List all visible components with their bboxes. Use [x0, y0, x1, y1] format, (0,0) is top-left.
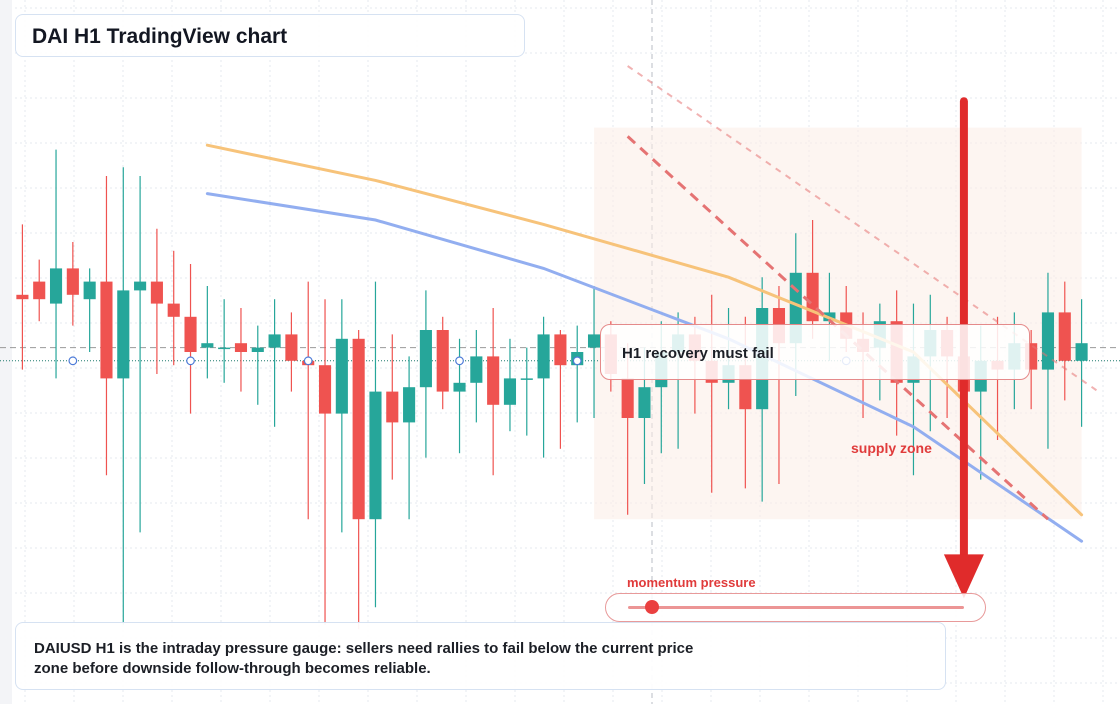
candle-body [150, 281, 163, 304]
supply-zone-area [594, 127, 1082, 520]
event-marker [68, 356, 78, 366]
candle-body [520, 378, 533, 380]
candle-body [403, 387, 416, 423]
note-panel: H1 recovery must fail [600, 324, 1030, 380]
candle-body [369, 391, 382, 520]
chart-title: DAI H1 TradingView chart [32, 25, 288, 48]
candle-body [218, 347, 231, 350]
supply-zone-shading [594, 127, 1082, 520]
candle-body [554, 334, 567, 366]
candle-body [201, 343, 214, 348]
momentum-gauge-label: momentum pressure [627, 575, 756, 590]
gauge-track [628, 606, 964, 609]
supply-zone-label: supply zone [851, 440, 932, 456]
candle-body [285, 334, 298, 361]
candle-body [587, 334, 601, 348]
candle-body [419, 330, 432, 388]
candle-body [117, 290, 130, 379]
trendlines [626, 65, 1099, 521]
candle-body [638, 387, 651, 418]
gauge-knob[interactable] [644, 600, 659, 614]
trendline-lower [626, 135, 1049, 521]
event-marker [572, 356, 582, 366]
candle-body [167, 303, 180, 317]
candle-body [49, 268, 63, 304]
momentum-gauge[interactable] [605, 593, 986, 622]
candle-body [268, 334, 281, 348]
candle-body [83, 281, 96, 300]
candle-body [537, 334, 550, 379]
arrow-head [943, 554, 984, 599]
candle-body [234, 343, 248, 352]
event-markers [68, 356, 851, 366]
event-marker [455, 356, 464, 366]
candle-body [487, 356, 500, 405]
candle-body [66, 268, 79, 295]
candle-body [1075, 343, 1088, 361]
candle-body [335, 338, 348, 414]
caption-panel: DAIUSD H1 is the intraday pressure gauge… [15, 622, 946, 690]
candle-body [251, 347, 264, 352]
candle-body [318, 365, 332, 414]
title-panel: DAI H1 TradingView chart [15, 14, 525, 57]
candle-body [453, 382, 466, 392]
candle-body [621, 378, 634, 418]
candle-body [33, 281, 46, 300]
caption-text: DAIUSD H1 is the intraday pressure gauge… [34, 640, 694, 677]
candle-body [1058, 312, 1071, 361]
event-marker [186, 356, 195, 366]
candle-body [470, 356, 483, 383]
candle-body [503, 378, 517, 405]
note-text: H1 recovery must fail [622, 345, 774, 362]
candle-body [386, 391, 399, 423]
candle-body [16, 294, 29, 300]
candle-body [100, 281, 113, 379]
candle-body [134, 281, 147, 291]
moving-average-slow [205, 192, 1084, 543]
event-marker [303, 356, 313, 366]
candle-body [352, 338, 365, 520]
candle-body [1041, 312, 1055, 370]
candle-body [184, 316, 197, 352]
candle-body [436, 330, 449, 392]
left-edge [0, 0, 12, 704]
